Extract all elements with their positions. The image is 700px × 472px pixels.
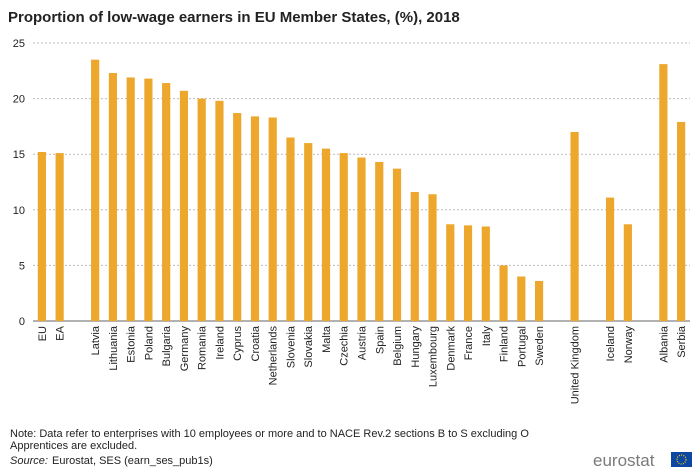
chart-title: Proportion of low-wage earners in EU Mem… [8, 9, 460, 26]
x-tick-label: EA [55, 325, 67, 340]
y-tick-label: 5 [19, 260, 25, 272]
bar [570, 131, 579, 321]
y-tick-label: 10 [13, 205, 25, 217]
bar [534, 280, 544, 321]
x-tick-label: Luxembourg [428, 326, 440, 387]
x-tick-label: Czechia [339, 325, 351, 366]
y-tick-label: 0 [19, 316, 25, 328]
x-tick-label: Bulgaria [161, 325, 173, 366]
x-tick-label: Iceland [605, 326, 617, 361]
logo-text: eurostat [593, 451, 655, 470]
x-tick-label: Albania [658, 325, 670, 363]
bar [499, 265, 508, 321]
bar [446, 224, 455, 321]
bar [410, 192, 419, 321]
x-tick-label: Norway [623, 326, 635, 364]
x-tick-label: Poland [143, 326, 155, 360]
x-tick-label: Romania [197, 325, 209, 370]
x-tick-label: Finland [499, 326, 511, 362]
x-tick-label: Belgium [392, 326, 404, 366]
note-line: Apprentices are excluded. [10, 440, 137, 452]
x-tick-label: Slovakia [303, 325, 315, 367]
bar [392, 168, 402, 321]
y-tick-label: 15 [13, 149, 25, 161]
bar [197, 98, 206, 321]
bar [286, 137, 295, 321]
bar [517, 276, 526, 321]
x-tick-label: Denmark [445, 326, 457, 371]
x-tick-label: Netherlands [268, 326, 280, 386]
bar [481, 226, 490, 321]
x-tick-label: Malta [321, 325, 333, 353]
x-tick-label: Italy [481, 326, 493, 347]
eu-flag [671, 452, 692, 467]
x-tick-label: United Kingdom [570, 326, 582, 404]
x-tick-label: Estonia [126, 325, 138, 363]
bar [91, 59, 100, 322]
bar [179, 90, 189, 321]
bar [677, 121, 686, 322]
note-line: Note: Data refer to enterprises with 10 … [10, 428, 529, 440]
bar [55, 153, 64, 321]
x-tick-label: Portugal [516, 326, 528, 367]
x-tick-label: Ireland [214, 326, 226, 360]
x-tick-label: Spain [374, 326, 386, 354]
bar [268, 117, 277, 321]
bar [126, 77, 135, 321]
bar [108, 73, 117, 321]
bar [357, 157, 366, 321]
x-tick-label: Slovenia [285, 325, 297, 368]
x-tick-label: Serbia [676, 325, 688, 358]
x-tick-label: Latvia [90, 325, 102, 355]
bar [428, 194, 437, 321]
bar [659, 64, 668, 322]
bar [321, 148, 331, 321]
bar [304, 143, 313, 321]
bar [339, 153, 348, 321]
bar [623, 224, 632, 321]
y-tick-label: 20 [13, 94, 25, 106]
bar [144, 78, 153, 321]
bar [162, 83, 171, 321]
x-tick-label: Austria [357, 325, 369, 360]
bar [250, 116, 260, 321]
x-tick-label: Germany [179, 326, 191, 372]
bar [233, 113, 242, 321]
x-tick-label: France [463, 326, 475, 360]
x-tick-label: Sweden [534, 326, 546, 366]
x-tick-label: Lithuania [108, 325, 120, 371]
source-label: Source: [10, 455, 48, 467]
x-tick-label: Cyprus [232, 326, 244, 361]
x-tick-label: EU [37, 326, 49, 341]
bar [375, 161, 384, 321]
bar [37, 151, 46, 321]
y-tick-label: 25 [13, 38, 25, 50]
source: Eurostat, SES (earn_ses_pub1s) [52, 455, 213, 467]
bar [215, 100, 224, 321]
bar [463, 225, 473, 321]
x-tick-label: Hungary [410, 326, 422, 368]
bar [606, 197, 615, 321]
x-tick-label: Croatia [250, 325, 262, 361]
